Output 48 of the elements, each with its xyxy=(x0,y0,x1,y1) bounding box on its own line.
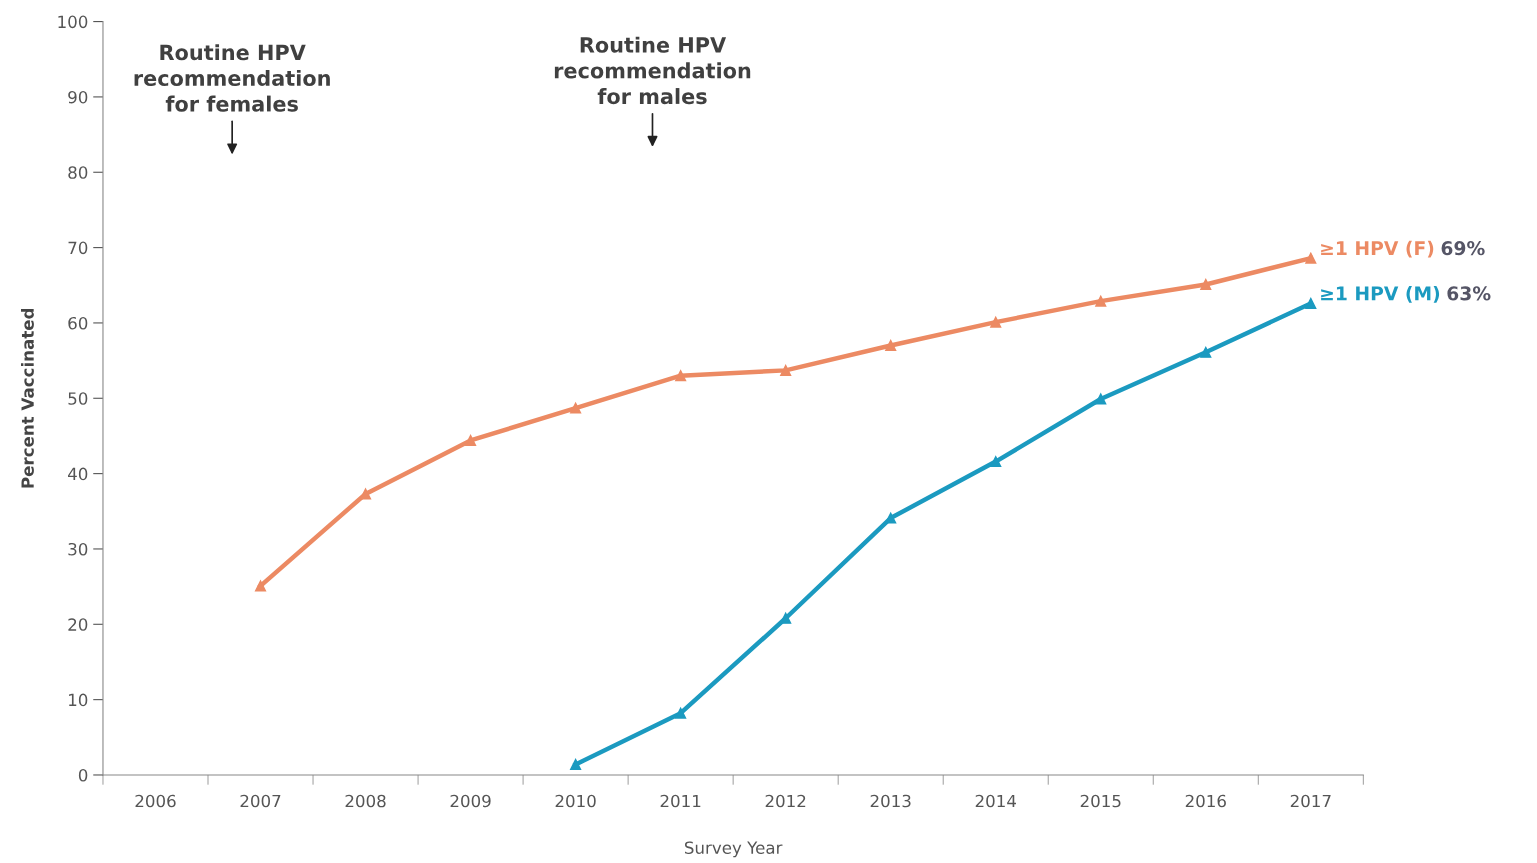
x-tick-label: 2013 xyxy=(870,794,911,808)
y-tick-label: 40 xyxy=(68,467,88,481)
point xyxy=(1200,346,1212,358)
point xyxy=(675,370,687,382)
x-tick-label: 2017 xyxy=(1290,794,1331,808)
point xyxy=(780,364,792,376)
x-tick-label: 2012 xyxy=(765,794,806,808)
point xyxy=(885,339,897,352)
text: 69% xyxy=(1441,241,1485,256)
x-tick-label: 2008 xyxy=(345,794,386,808)
y-tick-label: 80 xyxy=(68,166,88,179)
point xyxy=(1305,297,1317,309)
point xyxy=(675,707,687,719)
y-tick-label: 0 xyxy=(78,768,88,782)
x-tick-label: 2011 xyxy=(660,794,701,808)
point xyxy=(1095,393,1107,405)
x-tick-label: 2015 xyxy=(1080,794,1121,808)
y-tick-label: 70 xyxy=(68,241,88,255)
y-tick-label: 30 xyxy=(68,542,88,556)
y-axis-title: Percent Vaccinated xyxy=(21,308,34,488)
y-tick-label: 90 xyxy=(68,90,88,104)
y-tick-label: 50 xyxy=(68,392,88,405)
point xyxy=(465,434,477,447)
x-tick-label: 2016 xyxy=(1185,794,1226,808)
x-tick-label: 2014 xyxy=(975,794,1016,808)
point xyxy=(1200,278,1212,291)
y-tick-label: 100 xyxy=(58,15,88,29)
text: 63% xyxy=(1447,286,1491,301)
point xyxy=(1305,252,1317,264)
x-axis-title: Survey Year xyxy=(684,841,783,858)
y-tick-label: 60 xyxy=(68,316,88,330)
x-tick-label: 2010 xyxy=(555,794,596,808)
annotation: Routine HPV recommendation for females xyxy=(134,44,330,112)
point xyxy=(570,402,582,414)
x-tick-label: 2006 xyxy=(135,794,176,808)
point xyxy=(254,580,267,592)
point xyxy=(990,456,1002,468)
point xyxy=(990,316,1002,328)
point xyxy=(1095,295,1107,307)
annotation: Routine HPV recommendation for males xyxy=(554,36,751,105)
point xyxy=(570,758,582,770)
point xyxy=(885,512,897,524)
x-tick-label: 2007 xyxy=(240,794,281,808)
x-tick-label: 2009 xyxy=(450,794,491,808)
y-tick-label: 10 xyxy=(69,693,88,707)
series-label: ≥1 HPV (M) xyxy=(1321,285,1440,303)
series-label: ≥1 HPV (F) xyxy=(1321,240,1434,258)
y-tick-label: 20 xyxy=(68,618,88,631)
